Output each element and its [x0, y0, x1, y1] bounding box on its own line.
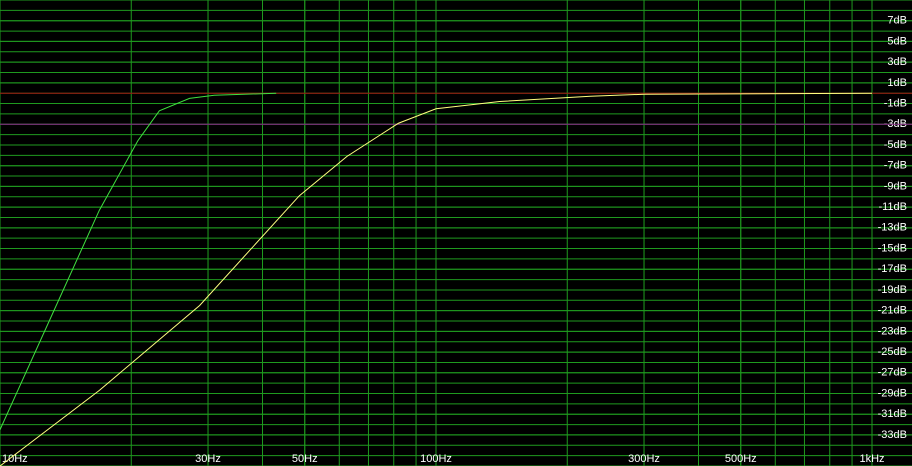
x-tick-label: 10Hz	[2, 453, 28, 465]
y-tick-label: -23dB	[878, 325, 907, 337]
y-tick-label: -5dB	[884, 139, 907, 151]
y-tick-label: -1dB	[884, 97, 907, 109]
y-tick-label: -17dB	[878, 263, 907, 275]
x-tick-label: 50Hz	[292, 453, 318, 465]
x-tick-label: 500Hz	[725, 453, 757, 465]
x-tick-label: 30Hz	[195, 453, 221, 465]
y-tick-label: 7dB	[887, 15, 907, 27]
y-tick-label: 5dB	[887, 35, 907, 47]
y-tick-label: -21dB	[878, 305, 907, 317]
y-tick-label: -11dB	[878, 201, 907, 213]
y-tick-label: 1dB	[887, 77, 907, 89]
y-tick-label: -33dB	[878, 429, 907, 441]
y-tick-label: -13dB	[878, 222, 907, 234]
y-tick-label: 3dB	[887, 56, 907, 68]
response-curve	[0, 92, 873, 466]
x-tick-label: 100Hz	[420, 453, 452, 465]
y-tick-label: -9dB	[884, 180, 907, 192]
y-tick-label: -31dB	[878, 408, 907, 420]
x-tick-label: 1kHz	[859, 453, 884, 465]
y-tick-label: -25dB	[878, 346, 907, 358]
y-tick-label: -7dB	[884, 160, 907, 172]
y-tick-label: -19dB	[878, 284, 907, 296]
y-tick-label: -27dB	[878, 367, 907, 379]
y-tick-label: -29dB	[878, 387, 907, 399]
x-tick-label: 300Hz	[628, 453, 660, 465]
response-curve	[0, 92, 277, 430]
y-tick-label: -15dB	[878, 242, 907, 254]
